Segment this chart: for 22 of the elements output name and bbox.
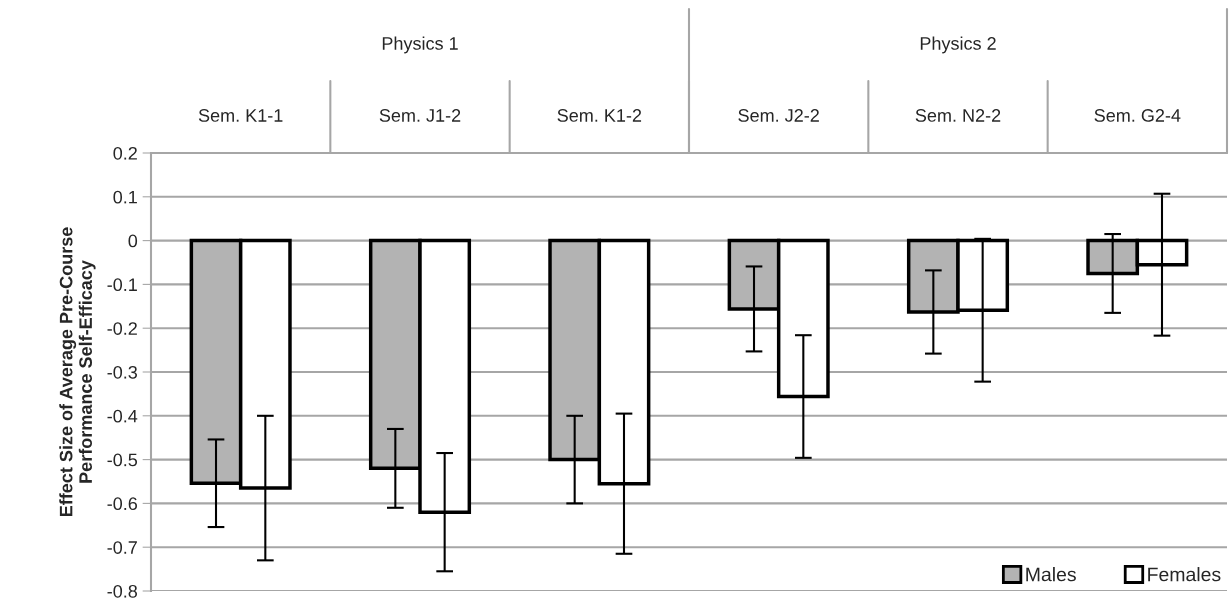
legend-label: Males bbox=[1026, 567, 1076, 582]
legend-label: Females bbox=[1148, 567, 1221, 582]
x-tick-label: Sem. K1-1 bbox=[198, 109, 283, 122]
y-tick-label: 0 bbox=[128, 234, 138, 248]
y-tick-label: 0.1 bbox=[113, 190, 137, 204]
y-tick-label: -0.7 bbox=[107, 541, 137, 554]
y-axis-title: Effect Size of Average Pre-Course Performance Self-Efficacy bbox=[59, 227, 96, 517]
y-tick-label: -0.5 bbox=[107, 453, 138, 467]
text: Physics 2 bbox=[920, 36, 996, 54]
x-tick-label: Sem. G2-4 bbox=[1094, 109, 1181, 122]
x-tick-label: Sem. K1-2 bbox=[557, 109, 642, 122]
y-tick-label: -0.4 bbox=[107, 409, 138, 423]
y-tick-label: -0.2 bbox=[107, 322, 137, 335]
y-tick-label: -0.3 bbox=[107, 365, 138, 379]
x-tick-label: Sem. J1-2 bbox=[379, 109, 461, 122]
y-tick-label: -0.6 bbox=[107, 497, 138, 511]
y-tick-label: 0.2 bbox=[113, 146, 137, 160]
text: Physics 1 bbox=[382, 36, 458, 54]
y-tick-label: -0.1 bbox=[107, 278, 137, 292]
y-tick-label: -0.8 bbox=[107, 584, 138, 598]
x-tick-label: Sem. J2-2 bbox=[738, 109, 819, 122]
x-tick-label: Sem. N2-2 bbox=[915, 109, 1001, 122]
